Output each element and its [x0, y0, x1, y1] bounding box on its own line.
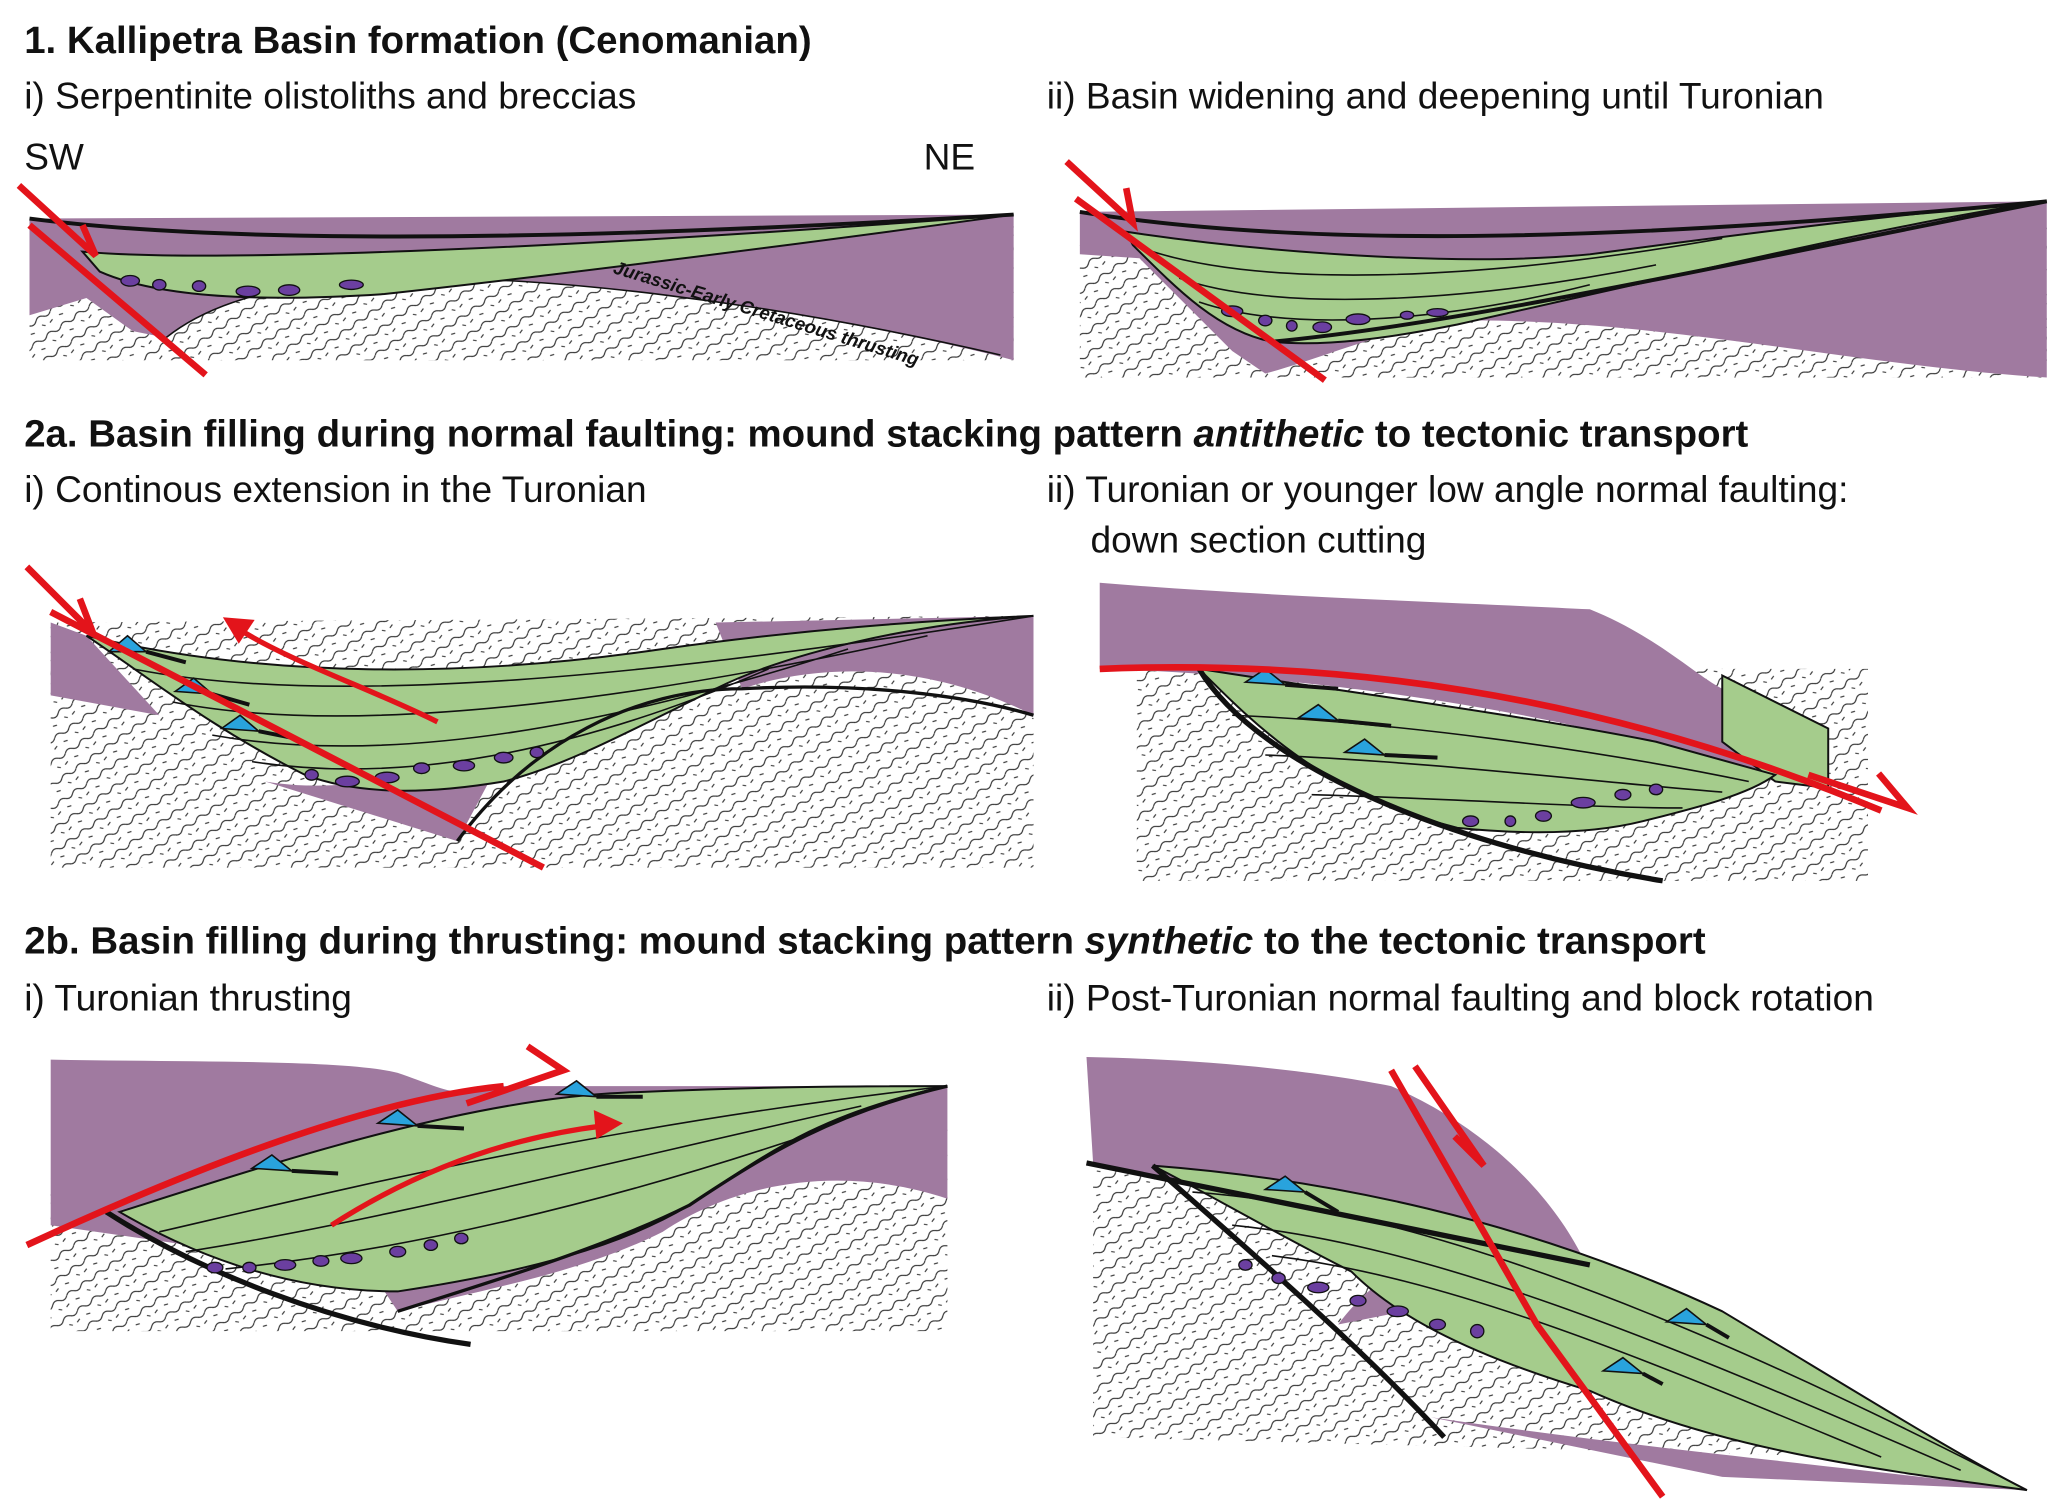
olistolith: [1238, 1258, 1253, 1271]
olistolith: [1271, 1272, 1286, 1285]
fault-line: [1079, 199, 2048, 344]
olistolith: [529, 746, 545, 759]
red-fault: [330, 1123, 604, 1228]
red-fault: [237, 626, 439, 725]
olistolith: [1648, 783, 1664, 796]
olistolith: [1386, 1305, 1410, 1318]
arrowhead: [593, 1109, 623, 1140]
title-emphasis: antithetic: [1194, 412, 1365, 455]
olistolith: [1469, 1323, 1485, 1339]
fault-line: [1196, 667, 1664, 884]
fault-line: [1150, 1163, 1447, 1439]
panel-title: ii) Turonian or younger low angle normal…: [1047, 468, 1849, 510]
title-part: 2b. Basin filling during thrusting: moun…: [24, 920, 1084, 963]
olistolith: [191, 280, 207, 293]
olistolith: [1426, 307, 1449, 318]
olistolith: [277, 284, 301, 297]
cross-section: [24, 564, 1034, 871]
olistolith: [206, 1261, 224, 1274]
olistolith: [1307, 1281, 1330, 1294]
title-part: to the tectonic transport: [1253, 920, 1706, 963]
fault-line: [104, 1209, 471, 1348]
red-fault: [16, 182, 208, 378]
red-fault: [1388, 1064, 1666, 1499]
olistolith: [338, 279, 364, 291]
mound: [249, 1079, 599, 1172]
olistolith: [340, 1252, 363, 1265]
ophiolite: [29, 214, 1014, 361]
olistolith: [1504, 815, 1517, 828]
orientation-label: NE: [924, 136, 976, 178]
title-emphasis: synthetic: [1085, 920, 1254, 963]
basin-fill: [117, 1085, 948, 1293]
cross-section: Jurassic-Early Cretaceous thrusting: [16, 182, 1014, 378]
olistolith: [493, 751, 514, 764]
panel-title: i) Turonian thrusting: [24, 977, 352, 1019]
fault-line: [455, 685, 1034, 843]
olistolith: [1461, 815, 1480, 828]
cross-section: [1085, 1056, 2028, 1499]
fault-line: [29, 212, 1014, 239]
olistolith: [152, 278, 167, 291]
panel-title: ii) Basin widening and deepening until T…: [1047, 75, 1824, 117]
fault-line: [397, 1084, 948, 1313]
olistolith: [1312, 321, 1333, 334]
olistolith: [1570, 796, 1596, 809]
basin-fill: [80, 213, 1014, 299]
bedding-line: [132, 615, 1034, 770]
fault-line: [291, 1094, 643, 1176]
arrowhead: [222, 617, 255, 644]
orientation-label: SW: [24, 136, 84, 178]
olistolith: [454, 1232, 469, 1245]
mound: [1262, 1175, 1709, 1375]
olistolith: [334, 775, 360, 788]
olistolith: [242, 1261, 257, 1274]
red-fault: [25, 1043, 571, 1249]
olistolith: [1258, 314, 1273, 327]
section-title: 1. Kallipetra Basin formation (Cenomania…: [24, 19, 811, 62]
panel-title: i) Continous extension in the Turonian: [24, 468, 646, 510]
cross-section: [25, 1043, 948, 1348]
olistolith: [412, 762, 431, 775]
cross-section: [1099, 582, 1918, 884]
olistolith: [273, 1258, 297, 1271]
olistolith: [452, 759, 476, 772]
olistolith: [312, 1255, 330, 1267]
bedding-line: [159, 1085, 948, 1270]
cross-section: [1064, 159, 2048, 383]
olistolith: [423, 1239, 439, 1252]
section-title: 2a. Basin filling during normal faulting…: [24, 412, 1748, 455]
olistolith: [235, 285, 261, 298]
mound: [1243, 667, 1387, 756]
panel-title: ii) Post-Turonian normal faulting and bl…: [1047, 977, 1874, 1019]
section-title: 2b. Basin filling during thrusting: moun…: [24, 920, 1706, 963]
panel-title: i) Serpentinite olistoliths and breccias: [24, 75, 636, 117]
panel-title: down section cutting: [1090, 518, 1426, 560]
olistolith: [1285, 319, 1298, 332]
olistolith: [1534, 809, 1553, 822]
olistolith: [1345, 313, 1371, 326]
red-fault: [1064, 159, 1327, 383]
ophiolite: [50, 615, 1034, 842]
fault-line: [1304, 1190, 1730, 1386]
olistolith: [389, 1245, 407, 1258]
fault-line: [1285, 682, 1438, 760]
red-fault: [1099, 663, 1918, 815]
red-fault: [24, 564, 545, 871]
olistolith: [1349, 1294, 1367, 1307]
olistolith: [1428, 1318, 1447, 1331]
title-part: 2a. Basin filling during normal faulting…: [24, 412, 1193, 455]
olistolith: [1614, 788, 1632, 801]
basin-fill: [1152, 1164, 2028, 1492]
title-part: to tectonic transport: [1364, 412, 1748, 455]
olistolith: [120, 274, 141, 287]
ophiolite: [1086, 1056, 2027, 1491]
olistolith: [1399, 310, 1415, 320]
olistolith: [304, 768, 319, 781]
